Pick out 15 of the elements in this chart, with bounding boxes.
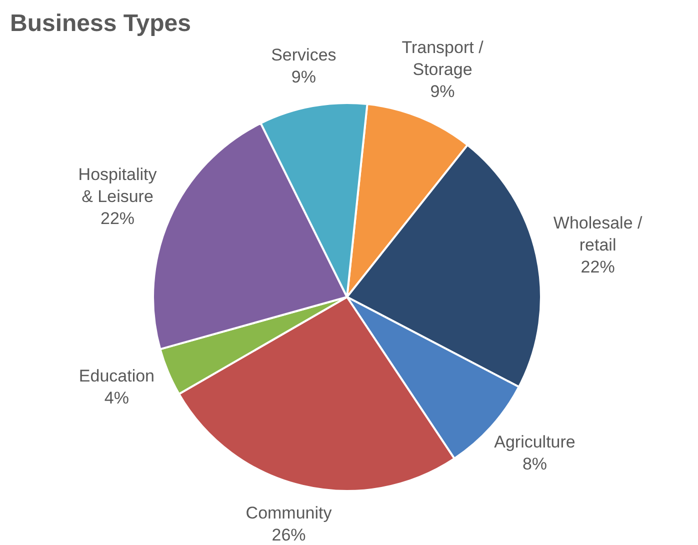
slice-label: Agriculture bbox=[494, 432, 576, 452]
slice-label: Hospitality & Leisure bbox=[78, 165, 158, 206]
slice-label: Community bbox=[246, 504, 332, 523]
data-label: 22% bbox=[580, 258, 615, 277]
data-label: 8% bbox=[522, 454, 548, 474]
data-label: 9% bbox=[291, 67, 316, 86]
slice-label: Services bbox=[271, 45, 336, 64]
slice-label: Wholesale / retail bbox=[553, 214, 642, 255]
data-label: 4% bbox=[104, 388, 129, 408]
slice-label: Education bbox=[78, 366, 155, 386]
chart-title: Business Types bbox=[10, 10, 191, 38]
data-label: 22% bbox=[100, 209, 135, 228]
data-label: 26% bbox=[272, 526, 306, 545]
slice-label: Transport / Storage bbox=[402, 38, 484, 79]
data-label: 9% bbox=[430, 82, 455, 101]
